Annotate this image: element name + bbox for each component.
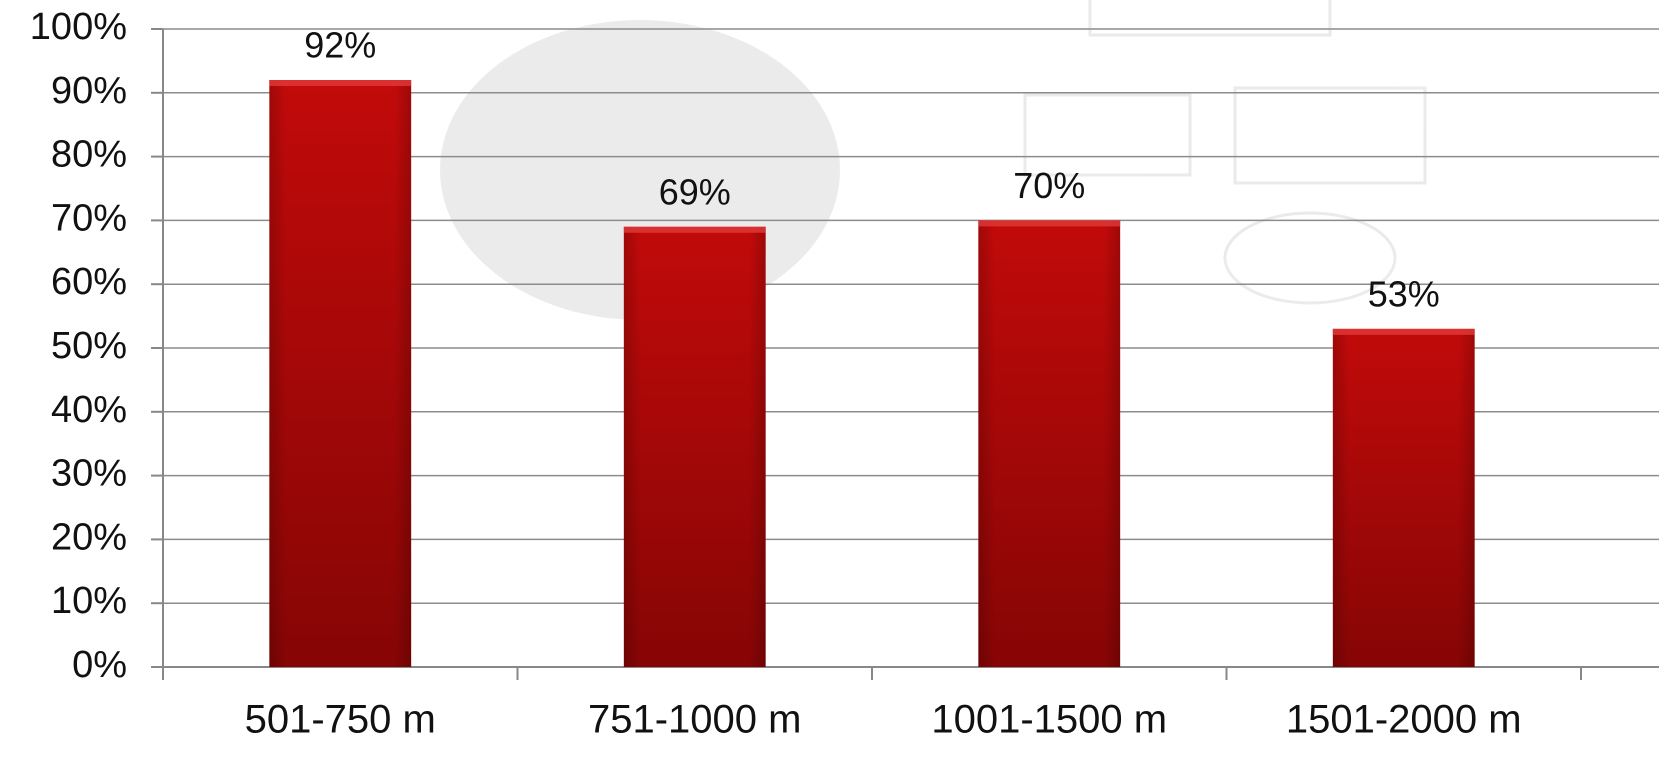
y-tick-label: 100% [30, 6, 127, 48]
bar-shade [1332, 328, 1475, 667]
y-tick-label: 20% [51, 516, 127, 558]
y-tick-label: 60% [51, 261, 127, 303]
x-tick-label: 1501-2000 m [1286, 698, 1522, 742]
bars [269, 80, 1475, 668]
bar-highlight [269, 80, 412, 87]
data-label: 53% [1368, 273, 1440, 314]
x-tick-label: 1001-1500 m [931, 698, 1167, 742]
y-tick-label: 70% [51, 197, 127, 239]
bar-highlight [623, 226, 766, 233]
bar-shade [978, 220, 1121, 667]
bar-shade [269, 80, 412, 668]
data-label: 70% [1013, 165, 1085, 206]
y-tick-label: 10% [51, 580, 127, 622]
bar-highlight [1332, 328, 1475, 335]
data-label: 92% [304, 25, 376, 66]
background-sketch [440, 0, 1427, 320]
y-tick-label: 40% [51, 389, 127, 431]
y-tick-label: 50% [51, 325, 127, 367]
y-tick-label: 0% [72, 644, 127, 686]
x-tick-label: 751-1000 m [588, 698, 801, 742]
data-label: 69% [659, 171, 731, 212]
y-tick-label: 80% [51, 134, 127, 176]
x-tick-label: 501-750 m [245, 698, 436, 742]
labels: 0% 10% 20% 30% 40% 50% 60% 70% 80% 90% 100% 501-750… [30, 6, 1522, 742]
bar-shade [623, 226, 766, 667]
y-tick-label: 90% [51, 70, 127, 112]
bar-highlight [978, 220, 1121, 227]
y-tick-label: 30% [51, 453, 127, 495]
